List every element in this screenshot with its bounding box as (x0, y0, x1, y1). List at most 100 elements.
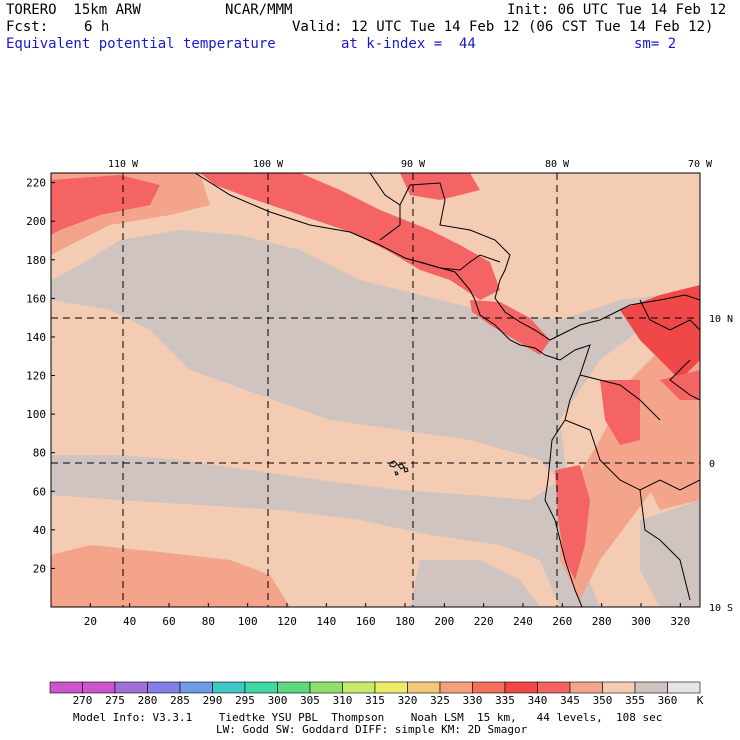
colorbar-label: 355 (625, 694, 645, 707)
field-red-mexico (200, 173, 500, 300)
x-axis-ticks: 20 40 60 80 100 120 140 160 180 200 220 240 260 280 30… (84, 603, 690, 628)
colorbar-label: 310 (333, 694, 353, 707)
field-red-caribbean (400, 173, 480, 200)
x-tick-label: 160 (356, 615, 376, 628)
colorbar-swatch (82, 681, 116, 694)
x-tick-label: 300 (631, 615, 651, 628)
x-tick-label: 240 (513, 615, 533, 628)
coastline-south-america-pacific (544, 344, 591, 607)
field-red-nw (51, 175, 160, 235)
field-red-peru (555, 465, 590, 580)
border-colombia-venezuela (639, 299, 700, 331)
lat-label: 10 S (709, 603, 733, 614)
x-tick-label: 120 (277, 615, 297, 628)
colorbar-swatch (537, 681, 571, 694)
colorbar-label: 275 (105, 694, 125, 707)
y-tick-label: 200 (26, 215, 46, 228)
field-name: Equivalent potential temperature (6, 36, 276, 52)
lon-label: 80 W (545, 159, 570, 170)
galapagos-island-4 (394, 471, 399, 476)
y-tick-label: 60 (33, 485, 46, 498)
coastline-mexico-pacific (194, 173, 476, 301)
coastline-colombia-caribbean (559, 294, 700, 336)
colorbar-swatch (602, 681, 636, 694)
map-field (51, 173, 700, 607)
lat-label: 10 N (709, 314, 733, 325)
lon-label: 70 W (688, 159, 713, 170)
colorbar-label: 280 (138, 694, 158, 707)
x-tick-label: 200 (434, 615, 454, 628)
colorbar-swatch (309, 681, 343, 694)
colorbar-label: 360 (658, 694, 678, 707)
y-tick-label: 140 (26, 331, 46, 344)
colorbar-label: 300 (268, 694, 288, 707)
field-salmon-andes (560, 340, 700, 600)
lon-labels: 110 W 100 W 90 W 80 W 70 W (108, 159, 713, 170)
graticule (51, 173, 700, 607)
field-red-ecuador (600, 380, 640, 445)
colorbar-swatch (49, 681, 83, 694)
galapagos-island-3 (403, 467, 409, 473)
y-axis-ticks: 220 200 180 160 140 120 100 80 60 40 20 (26, 177, 55, 575)
lon-label: 90 W (401, 159, 426, 170)
colorbar-swatch (114, 681, 148, 694)
y-tick-label: 120 (26, 370, 46, 383)
border-honduras (419, 254, 501, 271)
galapagos-island-2 (397, 463, 405, 470)
field-salmon-sw (51, 545, 290, 607)
y-tick-label: 40 (33, 524, 46, 537)
y-tick-label: 80 (33, 447, 46, 460)
colorbar-unit: K (697, 694, 704, 707)
colorbar-label: 285 (170, 694, 190, 707)
model-info-line: Model Info: V3.3.1 Tiedtke YSU PBL Thomp… (73, 711, 663, 724)
field-red-colombia (620, 285, 700, 380)
forecast-hours: 6 h (84, 19, 110, 35)
colorbar-label: 350 (593, 694, 613, 707)
x-tick-label: 260 (552, 615, 572, 628)
border-venezuela-brazil (669, 359, 700, 401)
colorbar-label: 320 (398, 694, 418, 707)
x-tick-label: 280 (592, 615, 612, 628)
galapagos-island-1 (389, 460, 398, 468)
colorbar-swatch (277, 681, 311, 694)
colorbar-label: 345 (560, 694, 580, 707)
x-tick-label: 100 (238, 615, 258, 628)
map-frame (50, 172, 701, 608)
colorbar-label: 270 (73, 694, 93, 707)
colorbar-swatch (244, 681, 278, 694)
colorbar-label: 340 (528, 694, 548, 707)
x-tick-label: 60 (162, 615, 175, 628)
x-tick-label: 80 (202, 615, 215, 628)
colorbar-swatch (407, 681, 441, 694)
colorbar-labels: 270 275 280 285 290 295 300 305 310 315 320 325 330 3… (73, 694, 678, 707)
x-tick-label: 320 (670, 615, 690, 628)
y-tick-label: 220 (26, 177, 46, 190)
coastline-centam-caribbean (494, 279, 561, 341)
border-ecuador-peru (564, 419, 700, 491)
x-tick-label: 180 (395, 615, 415, 628)
coastline-yucatan (369, 173, 511, 281)
x-tick-label: 20 (84, 615, 97, 628)
y-tick-label: 20 (33, 562, 46, 575)
colorbar-swatch (374, 681, 408, 694)
valid-time: Valid: 12 UTC Tue 14 Feb 12 (06 CST Tue … (292, 19, 714, 35)
y-tick-label: 180 (26, 254, 46, 267)
colorbar-swatch (569, 681, 603, 694)
lon-label: 110 W (108, 159, 139, 170)
colorbar (49, 681, 701, 694)
colorbar-swatch (179, 681, 213, 694)
border-colombia-ecuador (579, 374, 661, 421)
x-tick-label: 140 (316, 615, 336, 628)
colorbar-label: 290 (203, 694, 223, 707)
colorbar-swatch (147, 681, 181, 694)
center-name: NCAR/MMM (225, 2, 293, 18)
coastline-centam-pacific (474, 299, 546, 356)
y-tick-label: 100 (26, 408, 46, 421)
colorbar-swatch (634, 681, 668, 694)
coastlines (194, 173, 700, 607)
field-grey-patch-1 (140, 250, 340, 315)
colorbar-swatch (342, 681, 376, 694)
colorbar-label: 335 (495, 694, 515, 707)
border-peru-brazil (639, 489, 691, 601)
